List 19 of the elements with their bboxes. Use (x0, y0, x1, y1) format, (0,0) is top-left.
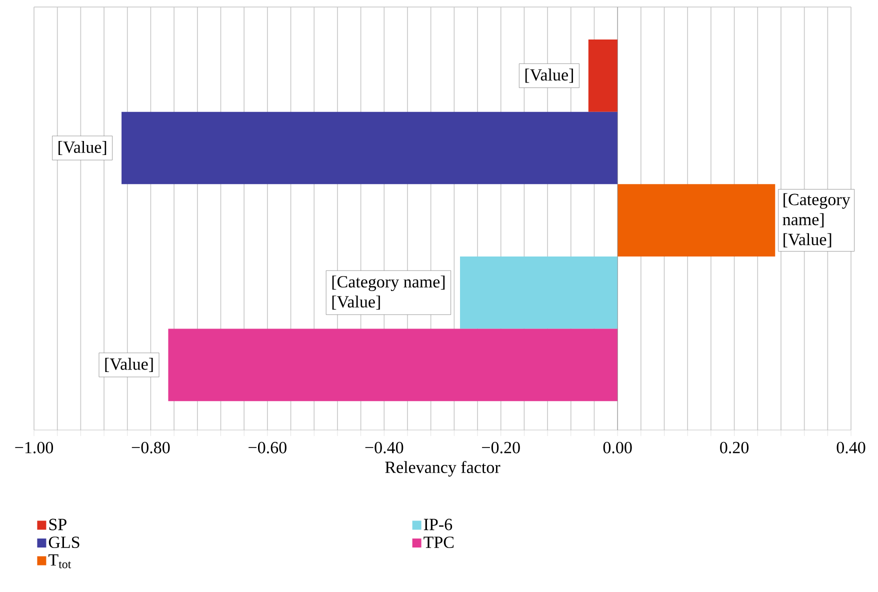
data-label: [Category name] [Value] (332, 276, 445, 310)
x-tick-label: −1.00 (15, 442, 54, 454)
legend-label: GLS (48, 536, 80, 548)
legend-label: T$_{tot}$ (48, 554, 72, 568)
x-tick-label: −0.80 (132, 442, 170, 454)
data-label: [Category name] [Value] (782, 193, 850, 248)
x-tick-label: −0.40 (365, 442, 404, 454)
x-tick-label: 0.00 (603, 442, 632, 454)
data-label: [Value] (525, 68, 573, 83)
legend-label: TPC (424, 536, 454, 548)
x-tick-label: 0.20 (720, 442, 749, 454)
x-tick-label: −0.60 (248, 442, 286, 454)
x-tick-label: 0.40 (836, 442, 866, 454)
x-tick-label: −0.20 (482, 442, 520, 454)
data-label: [Value] (105, 358, 153, 372)
legend-label: IP-6 (424, 518, 452, 530)
data-label: [Value] (58, 140, 106, 156)
legend-label: SP (49, 518, 66, 530)
x-axis-title: Relevancy factor (385, 460, 500, 477)
